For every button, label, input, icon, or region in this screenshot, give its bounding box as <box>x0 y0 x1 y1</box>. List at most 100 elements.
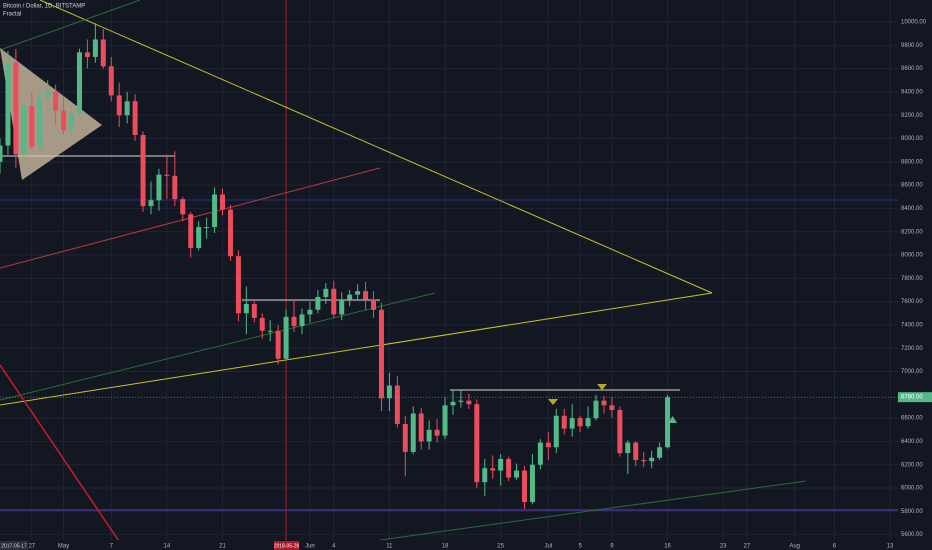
candle-body <box>490 468 496 471</box>
last-price-box <box>898 392 932 403</box>
candle-body <box>363 291 369 300</box>
candles <box>0 23 671 510</box>
candle-body <box>45 91 51 98</box>
candle-body <box>514 470 520 478</box>
x-tick-label: 6 <box>833 544 837 550</box>
x-tick-label: 9 <box>610 544 614 550</box>
candle-body <box>164 174 170 176</box>
candle-body <box>386 385 392 399</box>
candle-body <box>633 442 639 461</box>
x-tick-label: 13 <box>887 544 894 550</box>
y-tick-label: 6600.00 <box>901 416 923 422</box>
y-axis-panel <box>898 0 932 550</box>
candle-body <box>569 418 575 429</box>
candle-body <box>275 330 281 359</box>
candle-body <box>156 174 162 201</box>
candle-body <box>331 288 337 315</box>
candle-body <box>339 299 345 315</box>
y-tick-label: 9400.00 <box>901 90 923 96</box>
candle-body <box>410 413 416 452</box>
candle-body <box>69 112 75 131</box>
candle-body <box>601 400 607 406</box>
candle-body <box>267 330 273 332</box>
candle-body <box>426 429 432 442</box>
y-tick-label: 5800.00 <box>901 509 923 515</box>
candle-body <box>5 62 11 146</box>
candle-body <box>474 404 480 483</box>
candle-body <box>585 418 591 427</box>
x-tick-label: 7 <box>110 544 114 550</box>
candle-body <box>291 316 297 327</box>
candle-body <box>76 52 82 113</box>
indicator-name: Fractal <box>3 12 21 18</box>
candle-body <box>220 194 226 210</box>
candle-body <box>21 105 27 155</box>
candle-body <box>0 145 3 162</box>
candle-body <box>378 309 384 399</box>
candle-body <box>450 401 456 406</box>
candle-body <box>418 413 424 442</box>
y-tick-label: 10000.00 <box>901 20 927 26</box>
y-tick-label: 6400.00 <box>901 439 923 445</box>
candle-body <box>180 199 186 215</box>
candle-body <box>172 175 178 200</box>
candle-body <box>577 418 583 427</box>
candle-body <box>355 291 361 295</box>
candle-body <box>394 385 400 424</box>
candle-body <box>132 101 138 136</box>
candle-body <box>84 52 90 57</box>
candle-body <box>243 303 249 314</box>
candle-body <box>466 400 472 405</box>
candle-body <box>100 39 106 67</box>
candle-body <box>529 464 535 503</box>
x-tick-label: 11 <box>386 544 393 550</box>
cursor-label: 2018-05-28 <box>274 543 300 549</box>
x-tick-label: 5 <box>578 544 582 550</box>
candle-body <box>299 314 305 327</box>
candle-body <box>553 415 559 448</box>
cursor-box <box>0 541 28 550</box>
candle-body <box>92 39 98 57</box>
candle-body <box>371 299 377 310</box>
x-axis-panel <box>0 540 898 550</box>
y-tick-label: 6000.00 <box>901 486 923 492</box>
candle-body <box>148 200 154 207</box>
candle-body <box>53 91 59 111</box>
candle-body <box>442 405 448 436</box>
candle-body <box>617 409 623 454</box>
candle-body <box>124 101 130 116</box>
trend-line <box>0 364 126 550</box>
x-tick-label: 4 <box>332 544 336 550</box>
candle-body <box>545 442 551 448</box>
candle-body <box>458 400 464 402</box>
y-tick-label: 7200.00 <box>901 346 923 352</box>
candle-body <box>521 470 527 503</box>
candle-body <box>315 296 321 310</box>
candle-body <box>13 62 19 155</box>
candle-body <box>204 227 210 229</box>
cursor-box <box>274 541 299 550</box>
grid-layer <box>0 0 898 540</box>
candle-body <box>402 423 408 452</box>
x-tick-label: 16 <box>664 544 671 550</box>
candle-body <box>116 95 122 116</box>
candle-body <box>657 447 663 458</box>
candle-body <box>625 442 631 454</box>
candle-body <box>37 97 43 147</box>
candle-body <box>196 227 202 249</box>
candle-body <box>29 105 35 147</box>
candle-body <box>235 256 241 314</box>
y-tick-label: 8600.00 <box>901 183 923 189</box>
x-tick-label: 25 <box>497 544 504 550</box>
candle-body <box>140 135 146 207</box>
x-tick-label: 27 <box>744 544 751 550</box>
marker <box>548 399 558 405</box>
trend-line <box>0 0 141 51</box>
candle-body <box>609 405 615 410</box>
y-tick-label: 7400.00 <box>901 323 923 329</box>
candle-body <box>482 468 488 483</box>
y-tick-label: 5600.00 <box>901 532 923 538</box>
x-tick-label: Jun <box>305 544 315 550</box>
candle-body <box>323 288 329 297</box>
